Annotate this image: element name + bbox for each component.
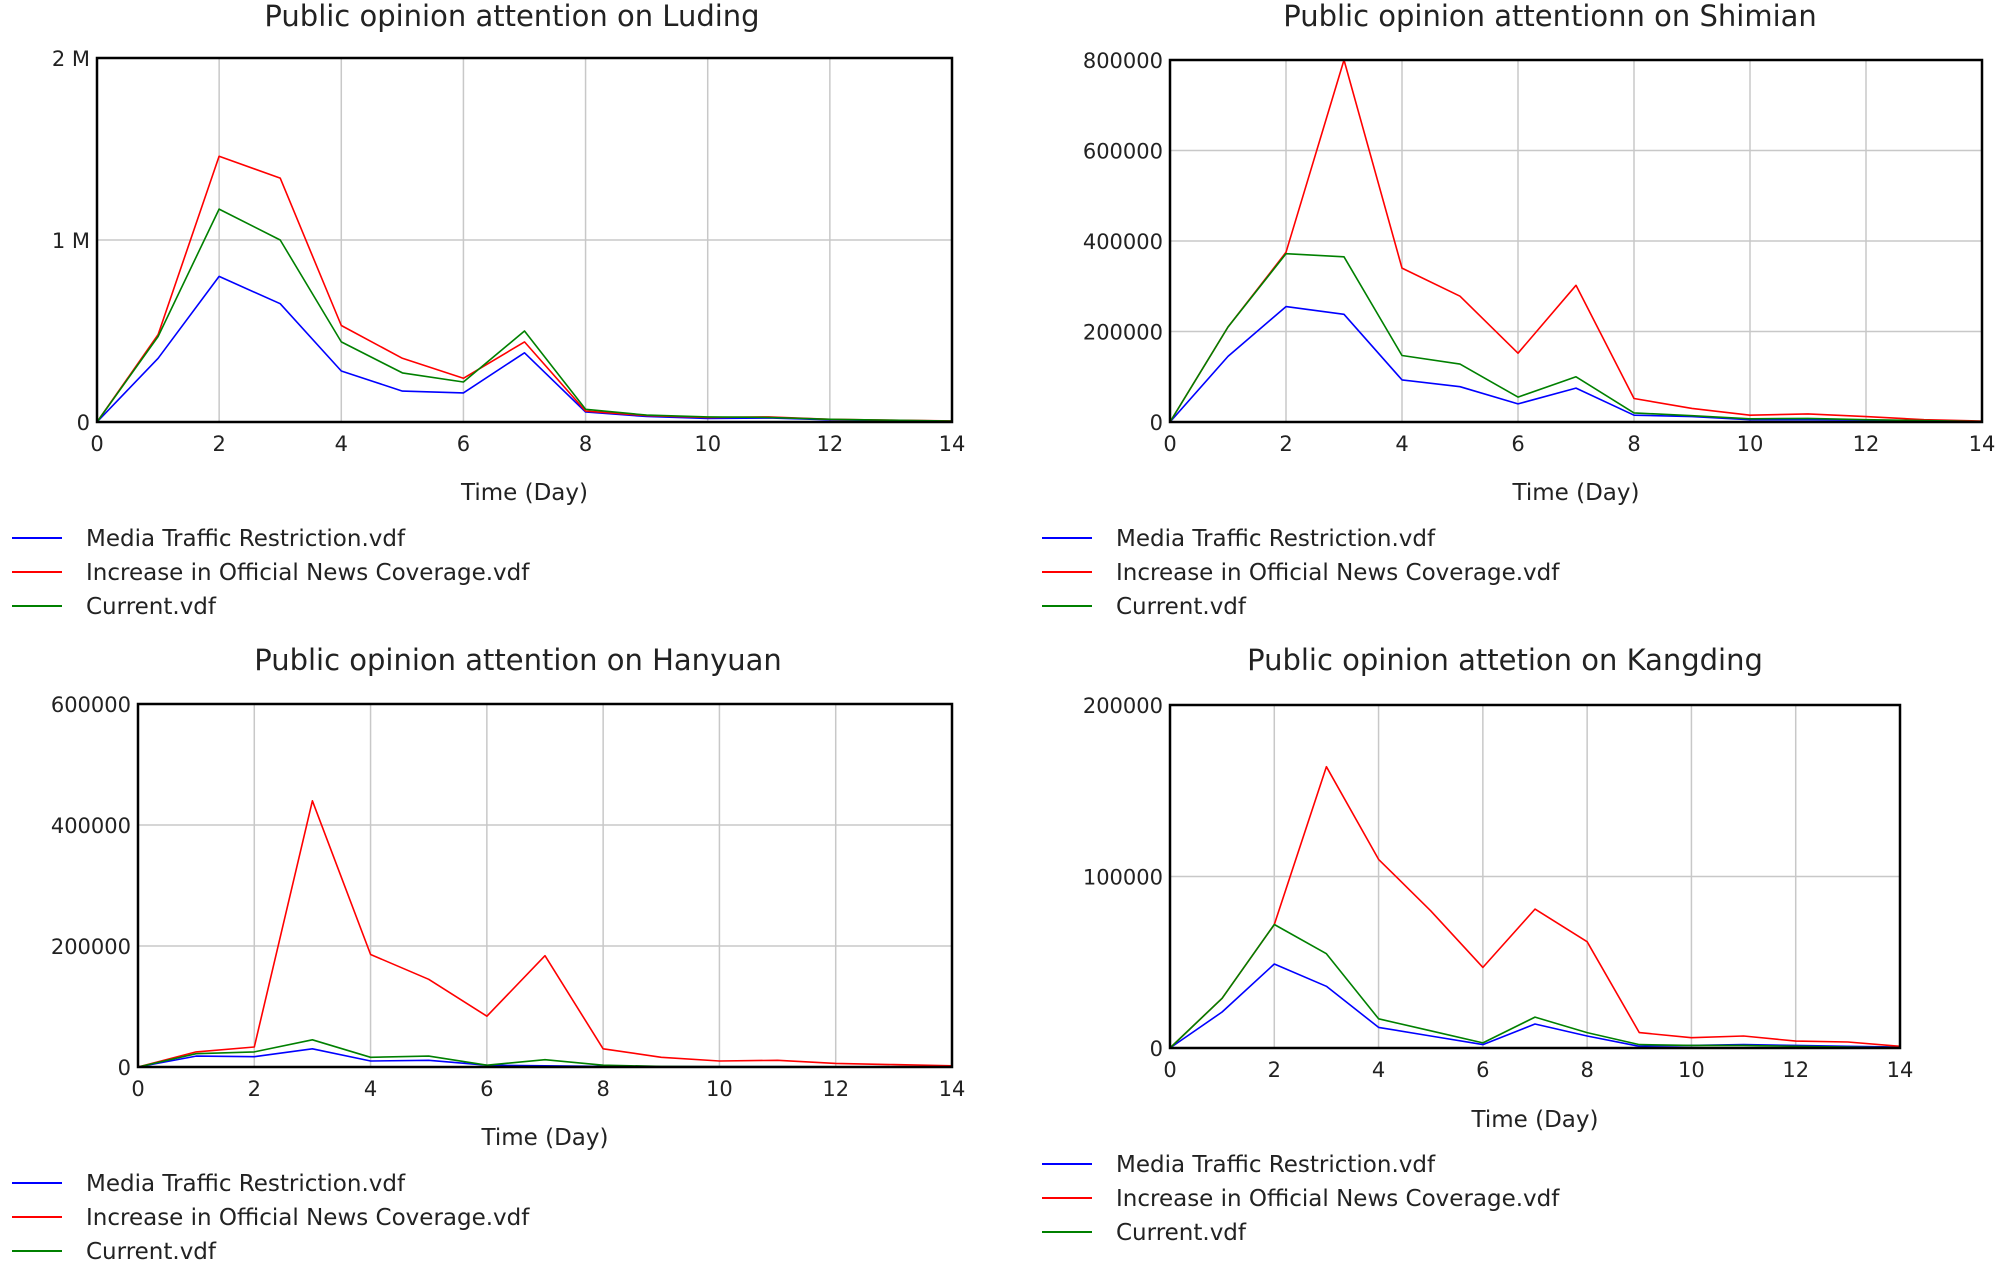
x-tick-label: 0 (1163, 1058, 1176, 1082)
x-tick-label: 8 (596, 1077, 609, 1101)
legend-label-news: Increase in Official News Coverage.vdf (86, 1205, 530, 1231)
series-line-news (1169, 765, 1901, 1049)
plot-frame (136, 702, 954, 1069)
x-tick-label: 4 (1395, 432, 1408, 456)
x-tick-label: 10 (1737, 432, 1764, 456)
x-tick-label: 8 (1627, 432, 1640, 456)
x-tick-label: 10 (694, 432, 721, 456)
y-tick-label: 200000 (51, 935, 131, 959)
legend-label-current: Current.vdf (86, 594, 217, 620)
y-tick-label: 0 (77, 411, 90, 435)
x-tick-label: 0 (90, 432, 103, 456)
plot-frame (95, 56, 954, 424)
legend-label-media: Media Traffic Restriction.vdf (1116, 526, 1436, 552)
legend: Media Traffic Restriction.vdf Increase in… (12, 526, 530, 620)
y-tick-label: 600000 (1083, 140, 1163, 164)
x-tick-label: 6 (457, 432, 470, 456)
x-axis-label: Time (Day) (460, 480, 588, 506)
y-tick-label: 800000 (1083, 49, 1163, 73)
y-tick-label: 1 M (52, 229, 90, 253)
y-tick-label: 0 (1150, 411, 1163, 435)
x-tick-label: 14 (939, 432, 966, 456)
x-tick-label: 6 (480, 1077, 493, 1101)
plot-frame (1168, 703, 1902, 1050)
x-axis-label: Time (Day) (1471, 1107, 1599, 1133)
legend-label-current: Current.vdf (86, 1239, 217, 1261)
chart-2: Public opinion attentionn on Shimian 0 2 4 6… (1042, 0, 1995, 620)
x-tick-label: 2 (1279, 432, 1292, 456)
series-line-news (137, 799, 953, 1068)
x-tick-label: 12 (1853, 432, 1880, 456)
y-tick-label: 400000 (1083, 230, 1163, 254)
x-tick-label: 6 (1511, 432, 1524, 456)
series-line-media (96, 275, 953, 423)
chart-4: Public opinion attetion on Kangding 0 2 4 6 8… (1042, 643, 1913, 1246)
x-tick-label: 14 (939, 1077, 966, 1101)
legend-label-media: Media Traffic Restriction.vdf (86, 1171, 406, 1197)
legend: Media Traffic Restriction.vdf Increase in… (1042, 1152, 1560, 1246)
legend-label-news: Increase in Official News Coverage.vdf (86, 560, 530, 586)
legend-label-current: Current.vdf (1116, 594, 1247, 620)
series-line-news (96, 155, 953, 423)
series-line-current (1169, 252, 1983, 423)
series-line-current (96, 208, 953, 423)
x-axis-label: Time (Day) (481, 1125, 609, 1151)
chart-1: Public opinion attention on Luding 0 2 4 6 8 1… (12, 0, 965, 620)
chart-title: Public opinion attentionn on Shimian (1283, 0, 1817, 33)
chart-title: Public opinion attention on Luding (264, 0, 759, 33)
x-tick-label: 2 (212, 432, 225, 456)
x-tick-label: 12 (1782, 1058, 1809, 1082)
x-tick-label: 10 (706, 1077, 733, 1101)
legend-label-news: Increase in Official News Coverage.vdf (1116, 560, 1560, 586)
y-tick-label: 200000 (1083, 694, 1163, 718)
x-tick-label: 12 (816, 432, 843, 456)
y-tick-label: 100000 (1083, 866, 1163, 890)
x-tick-label: 8 (579, 432, 592, 456)
legend: Media Traffic Restriction.vdf Increase in… (12, 1171, 530, 1265)
x-tick-label: 4 (1372, 1058, 1385, 1082)
y-tick-label: 0 (118, 1056, 131, 1080)
legend-label-media: Media Traffic Restriction.vdf (1116, 1152, 1436, 1178)
legend-label-media: Media Traffic Restriction.vdf (86, 526, 406, 552)
series-line-media (1169, 963, 1901, 1049)
x-tick-label: 2 (248, 1077, 261, 1101)
y-tick-label: 2 M (52, 47, 90, 71)
chart-title: Public opinion attention on Hanyuan (254, 643, 782, 677)
y-tick-label: 200000 (1083, 321, 1163, 345)
x-tick-label: 4 (335, 432, 348, 456)
y-tick-label: 600000 (51, 693, 131, 717)
series-line-media (1169, 305, 1983, 423)
legend: Media Traffic Restriction.vdf Increase in… (1042, 526, 1560, 620)
plot-frame (1168, 58, 1984, 424)
chart-title: Public opinion attetion on Kangding (1247, 643, 1763, 677)
series-line-news (1169, 59, 1983, 423)
x-tick-label: 2 (1268, 1058, 1281, 1082)
series-line-current (1169, 923, 1901, 1049)
x-tick-label: 0 (131, 1077, 144, 1101)
x-tick-label: 6 (1476, 1058, 1489, 1082)
x-tick-label: 10 (1678, 1058, 1705, 1082)
x-axis-label: Time (Day) (1512, 480, 1640, 506)
x-tick-label: 4 (364, 1077, 377, 1101)
legend-label-current: Current.vdf (1116, 1220, 1247, 1246)
x-tick-label: 14 (1969, 432, 1996, 456)
chart-3: Public opinion attention on Hanyuan 0 2 4 6 8… (12, 643, 966, 1265)
x-tick-label: 8 (1580, 1058, 1593, 1082)
legend-label-news: Increase in Official News Coverage.vdf (1116, 1186, 1560, 1212)
x-tick-label: 14 (1887, 1058, 1914, 1082)
x-tick-label: 0 (1163, 432, 1176, 456)
y-tick-label: 400000 (51, 814, 131, 838)
x-tick-label: 12 (822, 1077, 849, 1101)
series-line-media (137, 1048, 952, 1068)
y-tick-label: 0 (1150, 1037, 1163, 1061)
